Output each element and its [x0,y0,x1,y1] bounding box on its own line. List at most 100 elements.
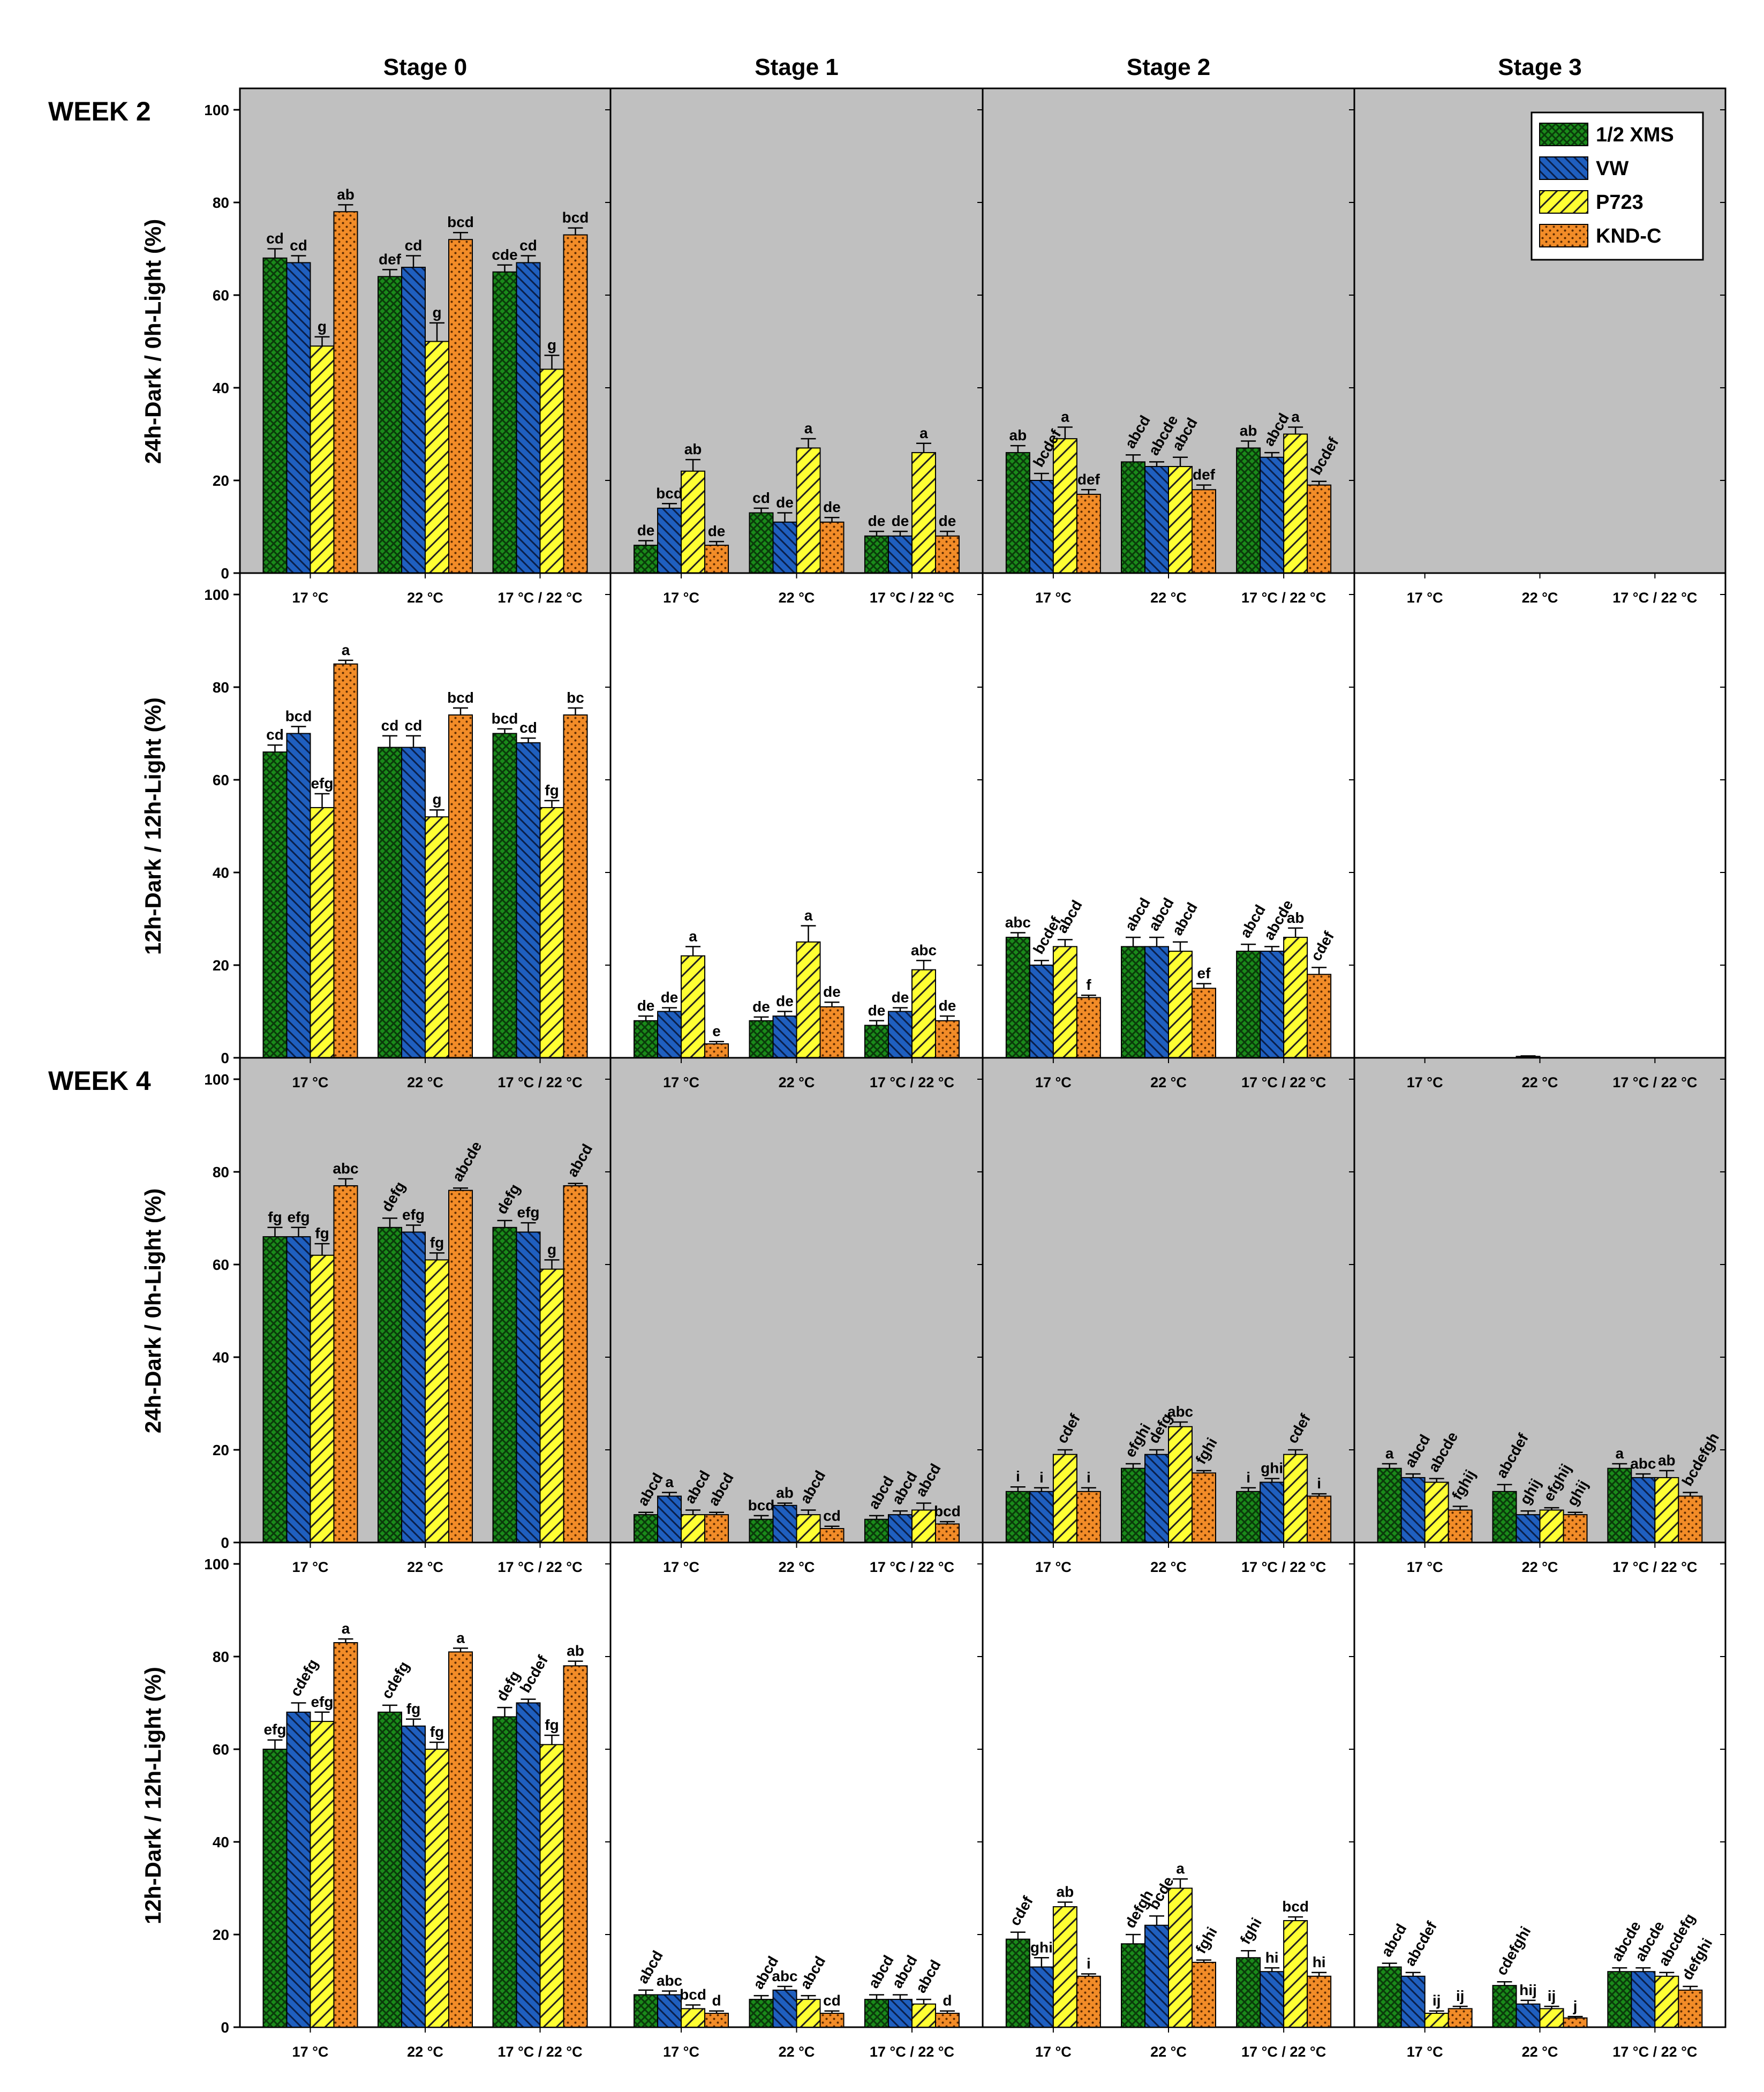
stage-title-3: Stage 3 [1498,54,1582,80]
panels-layer [239,87,1727,2028]
significance-label: cd [405,237,423,253]
significance-label: a [1176,1860,1185,1877]
significance-label: efg [287,1209,310,1225]
significance-label: bcd [680,1986,706,2003]
significance-label: i [1246,1469,1250,1486]
bar-r2-c2-g2-12xms [1236,1491,1261,1544]
bar-r0-c1-g2-12xms [864,535,889,574]
bar-r3-c1-g2-vw [887,1999,913,2028]
bar-r1-c2-g0-vw [1029,965,1054,1058]
xtick-label: 17 °C / 22 °C [1241,2044,1326,2060]
significance-label: cd [290,237,307,253]
significance-label: g [318,318,327,335]
significance-label: def [1077,471,1100,487]
bar-r0-c1-g2-p723 [911,452,936,574]
xtick-label: 17 °C [663,2044,699,2060]
xtick-label: 17 °C [292,2044,329,2060]
bar-r1-c2-g1-vw [1144,946,1169,1059]
significance-label: fg [430,1724,444,1740]
bar-r2-c1-g0-12xms [634,1514,659,1544]
significance-label: de [939,997,956,1014]
bar-r0-c2-g1-p723 [1168,466,1193,574]
ytick-label: 0 [221,1050,229,1066]
xtick-label: 17 °C [1035,2044,1072,2060]
bar-r3-c3-g1-12xms [1492,1985,1517,2028]
significance-label: a [665,1474,674,1491]
bar-r3-c2-g0-12xms [1005,1938,1030,2028]
bar-r2-c0-g1-p723 [425,1259,449,1544]
xtick-label: 22 °C [1522,1074,1558,1090]
bar-r1-c1-g0-kndc [704,1043,729,1059]
significance-label: a [689,928,697,944]
bar-r2-c2-g1-vw [1144,1454,1169,1543]
ytick-label: 80 [213,1164,229,1180]
significance-label: abc [1167,1403,1193,1420]
significance-label: de [868,1002,886,1019]
significance-label: de [776,993,794,1010]
significance-label: ab [1240,422,1257,439]
significance-label: de [776,494,794,511]
bar-r1-c1-g1-12xms [749,1020,774,1059]
ytick-label: 100 [204,1071,229,1088]
bar-r0-c0-g1-12xms [378,276,402,574]
week-label-2: WEEK 4 [48,1066,151,1096]
bar-r1-c1-g1-p723 [796,941,821,1058]
bar-r3-c0-g2-p723 [539,1744,564,2028]
bar-r0-c0-g0-p723 [310,345,335,574]
bar-r0-c1-g1-p723 [796,447,821,574]
xtick-label: 17 °C [292,1074,329,1090]
bar-r0-c1-g0-vw [657,507,682,574]
ytick-label: 40 [213,1349,229,1366]
xtick-label: 17 °C / 22 °C [870,590,954,606]
xtick-label: 22 °C [1522,2044,1558,2060]
bar-r1-c0-g0-p723 [310,807,335,1059]
significance-label: g [547,336,556,353]
bar-r2-c3-g2-vw [1631,1477,1656,1543]
bar-r1-c0-g0-12xms [262,751,288,1058]
significance-label: a [1061,409,1069,425]
panel-r2-c1 [609,1057,984,1544]
significance-label: ab [1057,1883,1074,1900]
bar-r2-c3-g0-vw [1400,1477,1426,1543]
xtick-label: 17 °C / 22 °C [1241,1559,1326,1575]
bar-r2-c2-g0-kndc [1076,1491,1101,1544]
bar-r1-c2-g2-kndc [1307,974,1332,1059]
significance-label: e [712,1023,721,1040]
significance-label: cd [752,490,770,506]
bar-r0-c1-g1-vw [772,521,797,574]
significance-label: i [1317,1475,1321,1492]
bar-r3-c3-g2-p723 [1654,1975,1679,2028]
significance-label: abc [1005,914,1031,930]
xtick-label: 17 °C / 22 °C [497,590,582,606]
significance-label: bcd [562,209,589,226]
xtick-label: 17 °C / 22 °C [1241,590,1326,606]
significance-label: g [432,304,441,321]
bar-r1-c2-g2-vw [1260,951,1285,1059]
significance-label: i [1039,1469,1044,1486]
bar-r0-c0-g1-kndc [448,239,473,574]
bar-r1-c0-g2-vw [516,742,541,1059]
legend-swatch-0 [1539,123,1588,146]
bar-r3-c2-g2-vw [1260,1971,1285,2028]
significance-label: efg [402,1206,425,1223]
bar-r3-c2-g1-kndc [1192,1961,1216,2028]
bar-r3-c1-g1-p723 [796,1999,821,2028]
bar-r2-c1-g1-p723 [796,1514,821,1544]
ytick-label: 100 [204,1556,229,1572]
significance-label: fg [545,1717,559,1733]
xtick-label: 17 °C [292,590,329,606]
bar-r0-c2-g0-p723 [1052,438,1077,574]
bar-r3-c2-g0-p723 [1052,1906,1077,2028]
bar-r1-c0-g2-kndc [563,714,588,1058]
ytick-label: 40 [213,864,229,881]
bar-r2-c2-g2-p723 [1283,1454,1308,1543]
ytick-label: 60 [213,1741,229,1758]
significance-label: i [1087,1955,1091,1972]
bar-r1-c0-g1-p723 [425,816,449,1058]
xtick-label: 17 °C / 22 °C [1241,1074,1326,1090]
bar-r1-c2-g0-kndc [1076,997,1101,1059]
significance-label: ab [684,441,702,457]
bar-r3-c2-g1-vw [1144,1924,1169,2028]
legend-swatch-3 [1539,224,1588,247]
